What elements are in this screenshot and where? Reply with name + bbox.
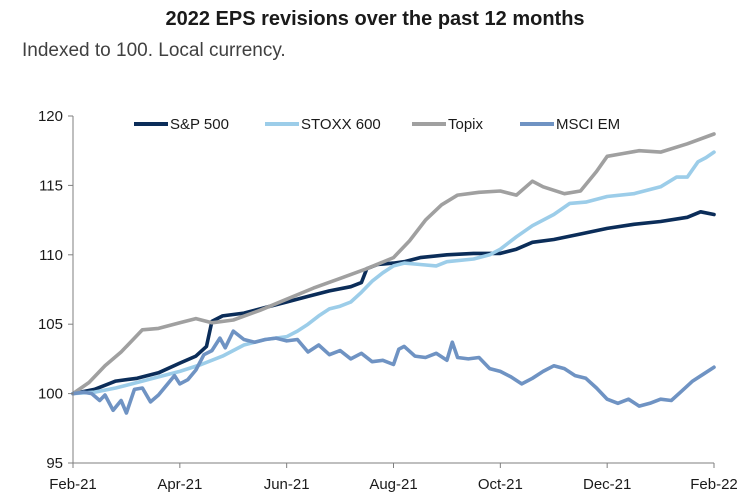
legend: S&P 500 STOXX 600 Topix MSCI EM: [134, 116, 620, 133]
legend-label: S&P 500: [170, 116, 229, 133]
x-tick-label: Aug-21: [369, 476, 417, 493]
legend-label: Topix: [448, 116, 484, 133]
series-line-msci-em: [71, 329, 716, 415]
series-layer: [71, 132, 716, 415]
series-line-topix: [71, 132, 716, 396]
y-tick-label: 100: [38, 386, 63, 403]
x-tick-label: Oct-21: [478, 476, 523, 493]
y-tick-label: 110: [39, 247, 63, 264]
legend-label: MSCI EM: [556, 116, 620, 133]
y-tick-label: 120: [38, 108, 63, 125]
chart-title: 2022 EPS revisions over the past 12 mont…: [165, 8, 585, 30]
x-tick-label: Feb-22: [690, 476, 738, 493]
series-line-s-p-500: [71, 210, 716, 396]
chart-subtitle: Indexed to 100. Local currency.: [22, 40, 286, 61]
x-tick-label: Dec-21: [583, 476, 631, 493]
x-tick-label: Jun-21: [264, 476, 310, 493]
axes: 95 100 105 110 115 120 Feb-21 Apr-21 Jun-21 Aug-2…: [38, 108, 738, 493]
y-tick-label: 105: [38, 316, 63, 333]
series-line-stoxx-600: [71, 150, 716, 396]
legend-label: STOXX 600: [301, 116, 381, 133]
x-tick-label: Apr-21: [157, 476, 202, 493]
y-tick-label: 115: [39, 177, 63, 194]
x-tick-label: Feb-21: [49, 476, 97, 493]
y-tick-label: 95: [46, 455, 63, 472]
